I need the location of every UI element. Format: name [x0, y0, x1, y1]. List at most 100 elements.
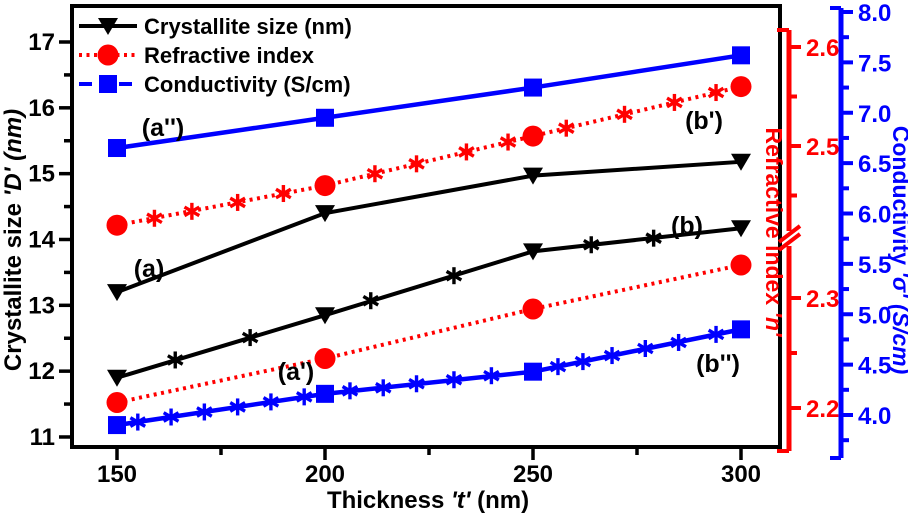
- curve-label: (a'): [278, 358, 315, 386]
- circle-marker: [106, 392, 128, 413]
- circle-marker: [522, 125, 544, 147]
- star-marker: [458, 143, 475, 161]
- blue-tick-label: 7.5: [858, 50, 891, 77]
- triangle-down-marker: [731, 153, 751, 171]
- legend-item-3: Conductivity (S/cm): [79, 72, 351, 97]
- star-marker: [616, 105, 633, 123]
- star-marker: [275, 185, 292, 203]
- star-marker: [362, 292, 380, 310]
- legend-label: Conductivity (S/cm): [144, 72, 351, 97]
- star-marker: [582, 236, 600, 254]
- star-marker: [603, 347, 621, 365]
- square-marker: [732, 46, 750, 65]
- legend-label: Refractive index: [144, 43, 315, 68]
- legend-label: Crystallite size (nm): [144, 14, 352, 39]
- left-tick-label: 12: [28, 358, 55, 385]
- star-marker: [707, 84, 725, 102]
- circle-marker: [314, 348, 336, 369]
- left-tick-label: 13: [28, 292, 55, 319]
- square-marker: [316, 384, 334, 403]
- legend-item-1: Crystallite size (nm): [79, 14, 352, 39]
- curve-label: (a): [134, 255, 165, 283]
- series-a-prime: [106, 254, 752, 413]
- x-tick-label: 250: [513, 461, 553, 488]
- legend: Crystallite size (nm) Refractive index Con…: [79, 14, 352, 97]
- blue-tick-label: 8.0: [858, 0, 891, 27]
- series-a-double-prime: [108, 46, 750, 158]
- red-tick-label: 2.6: [806, 35, 839, 62]
- triangle-down-marker: [98, 18, 118, 35]
- x-tick-label: 200: [305, 461, 345, 488]
- blue-tick-label: 6.0: [858, 202, 891, 229]
- curve-label: (b'): [685, 107, 723, 135]
- star-marker: [229, 398, 246, 416]
- square-marker: [108, 416, 126, 435]
- series-b-prime: [106, 76, 752, 236]
- blue-tick-label: 7.0: [858, 101, 891, 128]
- triangle-down-marker: [107, 369, 127, 387]
- x-axis-title: Thickness 't' (nm): [327, 487, 529, 514]
- blue-tick-label: 4.5: [858, 353, 891, 380]
- triangle-down-marker: [107, 284, 127, 302]
- red-tick-label: 2.2: [806, 396, 839, 423]
- triangle-down-marker: [523, 167, 543, 185]
- plot-box: [70, 4, 782, 449]
- circle-marker: [730, 76, 752, 98]
- star-marker: [129, 413, 147, 431]
- star-marker: [408, 375, 425, 393]
- x-tick-label: 300: [721, 461, 761, 488]
- series-b-double-prime: [108, 320, 750, 435]
- series-a-line: [116, 159, 742, 295]
- blue-axis: 4.0 4.5 5.0 5.5 6.0 6.5 7.0 7.5 8.0 Conductivity …: [830, 0, 908, 460]
- blue-tick-label: 5.5: [858, 252, 891, 279]
- star-marker: [549, 358, 567, 376]
- star-marker: [637, 340, 654, 358]
- star-marker: [666, 93, 683, 111]
- star-marker: [241, 329, 259, 347]
- star-marker: [295, 388, 313, 406]
- series-a-prime-line: [116, 263, 742, 405]
- star-marker: [196, 403, 213, 421]
- star-marker: [558, 119, 575, 137]
- star-marker: [229, 193, 246, 211]
- triangle-down-marker: [523, 243, 543, 261]
- star-marker: [574, 353, 592, 371]
- star-marker: [445, 267, 463, 285]
- star-marker: [162, 408, 180, 426]
- curve-label: (b): [671, 212, 703, 240]
- blue-tick-label: 6.5: [858, 151, 891, 178]
- star-marker: [146, 209, 163, 227]
- star-marker: [341, 382, 359, 400]
- left-tick-label: 17: [28, 29, 55, 56]
- x-tick-label: 150: [97, 461, 137, 488]
- star-marker: [262, 393, 280, 411]
- star-marker: [483, 367, 500, 385]
- square-marker: [99, 75, 117, 93]
- legend-item-2: Refractive index: [79, 43, 315, 68]
- square-marker: [524, 78, 542, 97]
- curve-label: (a''): [142, 114, 184, 142]
- left-tick-label: 16: [28, 95, 55, 122]
- circle-marker: [106, 214, 128, 236]
- left-axis: 11 12 13 14 15 16 17 Crystallite size 'D' (nm): [0, 29, 72, 451]
- star-marker: [707, 325, 725, 343]
- star-marker: [645, 229, 662, 247]
- left-axis-title: Crystallite size 'D' (nm): [0, 109, 27, 371]
- series-b-double-prime-line: [116, 327, 742, 428]
- red-axis-title: Refractive index 'n': [761, 127, 787, 338]
- star-marker: [183, 202, 201, 220]
- left-tick-label: 11: [30, 424, 55, 451]
- circle-marker: [97, 44, 119, 66]
- blue-tick-label: 5.0: [858, 302, 891, 329]
- curve-label: (b''): [696, 350, 740, 378]
- series-b-line: [116, 226, 742, 380]
- blue-axis-title: Conductivity 'σ' (S/cm): [888, 126, 908, 375]
- triangle-down-marker: [731, 220, 751, 238]
- star-marker: [166, 351, 184, 369]
- series-b: [107, 220, 751, 387]
- star-marker: [408, 155, 425, 173]
- circle-marker: [314, 175, 336, 197]
- circle-marker: [522, 298, 544, 320]
- circle-marker: [730, 254, 752, 276]
